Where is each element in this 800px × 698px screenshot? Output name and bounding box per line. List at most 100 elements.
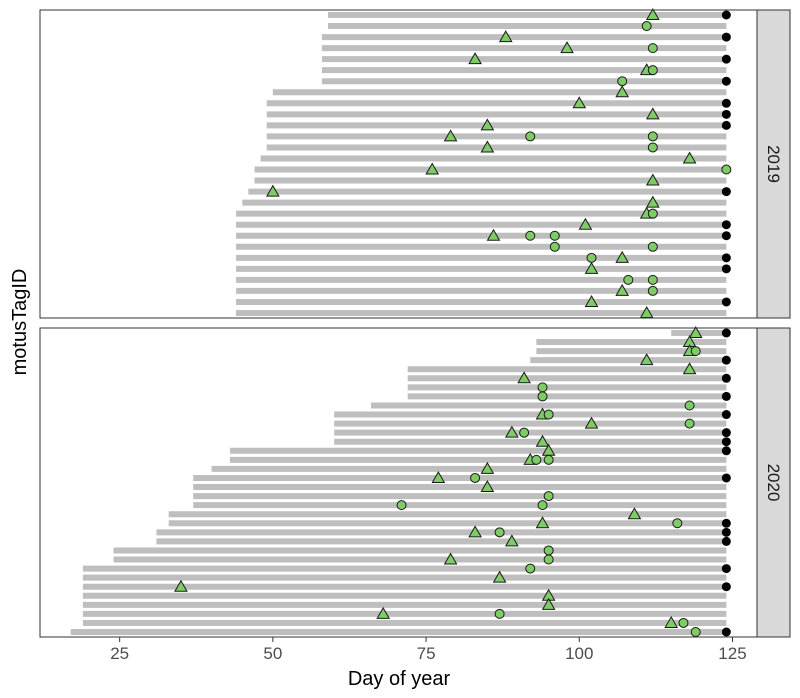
detection-circle-point bbox=[684, 400, 695, 411]
detection-circle-point bbox=[549, 230, 560, 241]
y-axis-title: motusTagID bbox=[9, 269, 31, 376]
detection-circle-point bbox=[525, 563, 536, 574]
detection-triangle-point bbox=[584, 294, 599, 307]
detection-triangle-point bbox=[578, 217, 593, 230]
end-point bbox=[721, 76, 731, 86]
end-point bbox=[721, 10, 731, 20]
end-point bbox=[721, 253, 731, 263]
detection-triangle-point bbox=[174, 579, 188, 592]
detection-circle-point bbox=[537, 391, 548, 402]
detection-triangle-point bbox=[486, 228, 501, 241]
x-axis-title: Day of year bbox=[348, 668, 451, 690]
detection-triangle-point bbox=[615, 85, 630, 98]
end-point bbox=[721, 54, 731, 64]
detection-circle-point bbox=[690, 346, 701, 357]
end-point bbox=[721, 428, 731, 438]
detection-triangle-point bbox=[615, 283, 630, 296]
end-point bbox=[721, 437, 731, 447]
detection-circle-point bbox=[537, 500, 548, 511]
end-point bbox=[721, 297, 731, 307]
facet-panels: 2019 2020 bbox=[39, 7, 791, 638]
detection-triangle-point bbox=[645, 7, 660, 20]
end-point bbox=[721, 220, 731, 230]
detection-circle-point bbox=[647, 241, 658, 252]
x-tick-label: 75 bbox=[417, 644, 436, 663]
x-tick-label: 100 bbox=[565, 644, 593, 663]
detection-circle-point bbox=[684, 418, 695, 429]
detection-circle-point bbox=[525, 131, 536, 142]
facet-label-2020: 2020 bbox=[764, 464, 783, 502]
end-point bbox=[721, 120, 731, 130]
detection-triangle-point bbox=[615, 250, 630, 263]
end-point bbox=[721, 391, 731, 401]
detection-triangle-point bbox=[480, 461, 495, 474]
detection-triangle-point bbox=[468, 525, 482, 538]
detection-triangle-point bbox=[639, 353, 654, 366]
end-point bbox=[721, 473, 731, 483]
detection-circle-point bbox=[647, 274, 658, 285]
end-point bbox=[721, 564, 731, 574]
detection-triangle-point bbox=[480, 140, 495, 153]
detection-triangle-point bbox=[535, 434, 550, 447]
detection-triangle-point bbox=[535, 516, 550, 529]
detection-triangle-point bbox=[505, 534, 519, 547]
end-point bbox=[721, 410, 731, 420]
detection-circle-point bbox=[537, 382, 548, 393]
facet-strip bbox=[756, 9, 791, 319]
detection-circle-point bbox=[678, 617, 689, 628]
detection-circle-point bbox=[647, 285, 658, 296]
detection-circle-point bbox=[617, 76, 628, 87]
detection-triangle-point bbox=[688, 325, 703, 338]
detection-triangle-point bbox=[584, 261, 599, 274]
facet-strip bbox=[756, 327, 791, 638]
detection-circle-point bbox=[647, 142, 658, 153]
detection-circle-point bbox=[690, 627, 701, 637]
end-point bbox=[721, 187, 731, 197]
detection-triangle-point bbox=[431, 470, 446, 483]
facet-panel-2019: 2019 bbox=[39, 7, 791, 319]
detection-circle-point bbox=[672, 518, 683, 529]
detection-triangle-point bbox=[480, 118, 495, 131]
detection-circle-point bbox=[647, 43, 658, 54]
facet-panel-2020: 2020 bbox=[39, 325, 791, 638]
detection-triangle-point bbox=[682, 362, 697, 375]
detection-circle-point bbox=[543, 491, 554, 502]
panel-background bbox=[40, 328, 757, 637]
detection-triangle-point bbox=[498, 30, 513, 43]
detection-triangle-point bbox=[572, 96, 587, 109]
detection-circle-point bbox=[721, 164, 732, 175]
detection-triangle-point bbox=[492, 570, 507, 583]
detection-circle-point bbox=[641, 21, 652, 32]
end-point bbox=[721, 355, 731, 365]
x-tick-label: 25 bbox=[110, 644, 129, 663]
detection-triangle-point bbox=[517, 371, 531, 384]
end-point bbox=[721, 328, 731, 338]
end-point bbox=[721, 527, 731, 537]
detection-triangle-point bbox=[584, 416, 599, 429]
end-point bbox=[721, 518, 731, 528]
detection-circle-point bbox=[519, 427, 530, 438]
detection-triangle-point bbox=[664, 615, 679, 628]
detection-triangle-point bbox=[682, 151, 697, 164]
detection-circle-point bbox=[531, 454, 542, 465]
end-point bbox=[721, 373, 731, 383]
detection-triangle-point bbox=[541, 597, 556, 610]
x-tick-label: 50 bbox=[263, 644, 282, 663]
detection-triangle-point bbox=[266, 184, 280, 197]
end-point bbox=[721, 627, 731, 637]
end-point bbox=[721, 109, 731, 119]
facet-label-2019: 2019 bbox=[764, 145, 783, 183]
detection-circle-point bbox=[623, 274, 634, 285]
detection-circle-point bbox=[647, 65, 658, 76]
detection-triangle-point bbox=[645, 107, 660, 120]
end-point bbox=[721, 98, 731, 108]
detection-circle-point bbox=[543, 454, 554, 465]
detection-triangle-point bbox=[443, 552, 458, 565]
detection-circle-point bbox=[543, 554, 554, 565]
detection-circle-point bbox=[543, 409, 554, 420]
x-axis: 25 50 75 100 125 bbox=[110, 637, 747, 663]
detection-circle-point bbox=[647, 131, 658, 142]
end-point bbox=[721, 32, 731, 42]
detection-triangle-point bbox=[376, 606, 391, 619]
